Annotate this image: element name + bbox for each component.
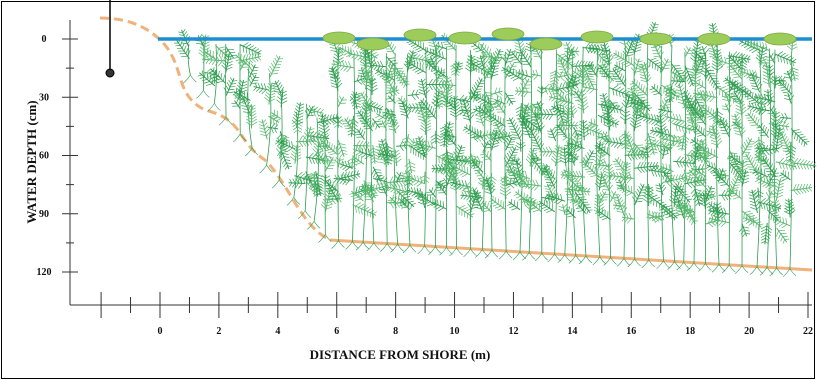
y-tick-label: 30 [39,92,49,103]
floating-leaf-icon [580,30,614,44]
submerged-plant-icon [253,55,284,174]
submerged-plant-icon [745,37,790,276]
y-tick-label: 0 [42,34,47,45]
shore-slope-dashed [99,16,331,242]
submerged-plant-icon [605,37,647,267]
submerged-plant-icon [588,42,630,266]
submerged-plant-icon [519,40,560,262]
x-tick-label: 20 [744,326,754,337]
x-tick-label: 0 [158,326,163,337]
floating-leaf-icon [529,37,563,51]
submerged-plant-icon [331,44,377,250]
floating-leaf-icon [322,31,356,45]
x-axis-title: DISTANCE FROM SHORE (m) [310,347,491,362]
floating-leaf-icon [448,31,482,45]
submerged-plant-bed [174,21,817,277]
submerged-plant-icon [232,52,260,157]
submerged-plant-icon [753,49,797,277]
x-tick-label: 2 [216,326,221,337]
submerged-plant-icon [661,45,710,271]
submerged-plant-icon [447,49,496,257]
floating-leaf-icon [491,27,525,41]
submerged-plant-icon [174,28,197,84]
x-tick-label: 16 [626,326,636,337]
leader-line-dot-icon [105,68,115,78]
submerged-plant-icon [460,40,498,258]
x-tick-label: 18 [685,326,695,337]
submerged-plant-icon [649,33,696,270]
x-tick-label: 6 [334,326,339,337]
x-tick-label: 8 [393,326,398,337]
submerged-plant-icon [480,48,519,260]
floating-leaf-icon [763,32,797,46]
floating-leaf-icon [356,37,390,51]
x-tick-label: 14 [567,326,577,337]
y-axis-ticks: 0 30 60 90 120 [37,34,78,278]
submerged-plant-icon [579,49,624,266]
submerged-plant-icon [773,39,817,277]
submerged-plant-icon [470,42,512,259]
submerged-plant-icon [194,34,217,99]
submerged-plant-icon [202,43,238,126]
y-tick-label: 120 [37,267,52,278]
submerged-plant-icon [306,113,340,230]
floating-leaves [322,27,797,51]
floating-leaf-icon [697,32,731,46]
submerged-plant-icon [431,32,475,257]
x-axis-ticks: 0 2 4 6 8 10 12 14 16 18 20 22 [100,292,813,337]
y-tick-label: 60 [39,151,49,162]
submerged-plant-icon [708,51,753,274]
submerged-plant-icon [637,34,686,270]
lake-bed-line [329,238,813,272]
submerged-plant-icon [320,32,361,249]
y-axis-title: WATER DEPTH (cm) [24,100,39,223]
y-tick-label: 90 [39,209,49,220]
submerged-plant-icon [682,46,722,272]
floating-leaf-icon [403,28,437,42]
floating-leaf-icon [639,32,673,46]
x-tick-label: 22 [803,326,813,337]
x-tick-label: 10 [450,326,460,337]
x-tick-label: 4 [275,326,280,337]
x-tick-label: 12 [508,326,518,337]
submerged-plant-icon [384,49,432,254]
